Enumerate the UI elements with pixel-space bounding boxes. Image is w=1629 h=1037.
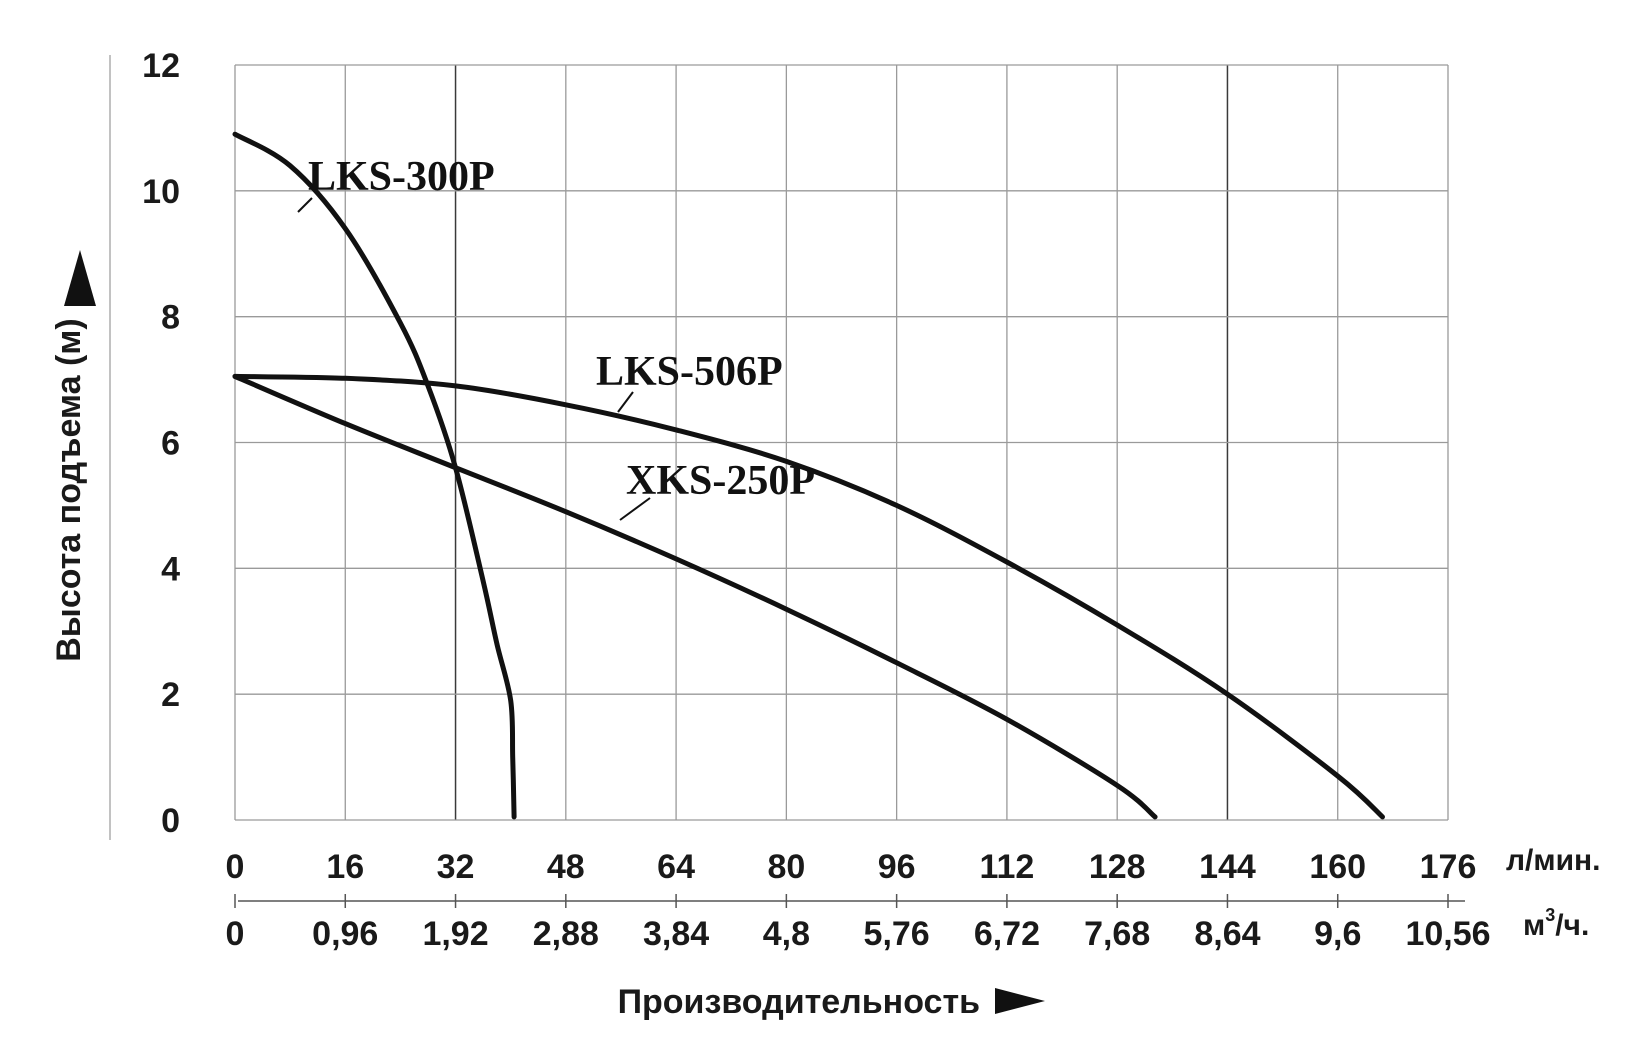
x-tick-label-secondary: 8,64 bbox=[1194, 915, 1260, 953]
series-label-lks-300p: LKS-300P bbox=[308, 154, 495, 200]
y-tick-label: 4 bbox=[161, 550, 180, 588]
x-tick-label-primary: 32 bbox=[437, 848, 475, 886]
x-unit-secondary-base: м bbox=[1523, 909, 1545, 942]
x-tick-label-secondary: 10,56 bbox=[1405, 915, 1490, 953]
series-leader-line bbox=[297, 197, 313, 213]
x-tick-label-primary: 64 bbox=[657, 848, 695, 886]
y-tick-labels: 0 2 4 6 8 10 12 bbox=[142, 47, 180, 840]
y-tick-label: 10 bbox=[142, 173, 180, 211]
x-tick-label-primary: 80 bbox=[767, 848, 805, 886]
series-label-xks-250p: XKS-250P bbox=[626, 458, 815, 504]
x-tick-label-secondary: 9,6 bbox=[1314, 915, 1361, 953]
x-tick-label-secondary: 0 bbox=[226, 915, 245, 953]
series-line-lks-506p bbox=[232, 373, 1385, 820]
series-line-lks-300p bbox=[232, 131, 517, 820]
x-tick-label-primary: 96 bbox=[878, 848, 916, 886]
x-tick-label-secondary: 2,88 bbox=[533, 915, 599, 953]
x-tick-label-secondary: 4,8 bbox=[763, 915, 810, 953]
x-tick-label-primary: 160 bbox=[1309, 848, 1366, 886]
x-tick-label-primary: 176 bbox=[1420, 848, 1477, 886]
y-tick-label: 6 bbox=[161, 425, 180, 463]
x-tick-labels: 0 0 16 0,96 32 1,92 48 2,88 64 3,84 80 4,8 96 5,76 112… bbox=[226, 848, 1491, 953]
x-tick-label-primary: 0 bbox=[226, 848, 245, 886]
series-line-xks-250p bbox=[232, 373, 1158, 820]
curves bbox=[232, 131, 1385, 820]
x-tick-label-secondary: 6,72 bbox=[974, 915, 1040, 953]
x-tick-label-primary: 16 bbox=[326, 848, 364, 886]
y-axis-arrow-icon bbox=[64, 250, 96, 306]
x-tick-label-secondary: 3,84 bbox=[643, 915, 709, 953]
x-tick-label-primary: 112 bbox=[979, 848, 1034, 886]
x-axis-arrow-icon bbox=[995, 988, 1045, 1014]
y-tick-label: 2 bbox=[161, 676, 180, 714]
x-tick-label-secondary: 7,68 bbox=[1084, 915, 1150, 953]
x-tick-label-secondary: 1,92 bbox=[422, 915, 488, 953]
series-label-lks-506p: LKS-506P bbox=[596, 349, 783, 395]
y-tick-label: 12 bbox=[142, 47, 180, 85]
y-axis-title: Высота подъема (м) bbox=[50, 318, 88, 662]
x-tick-label-secondary: 0,96 bbox=[312, 915, 378, 953]
x-tick-label-primary: 144 bbox=[1199, 848, 1256, 886]
series-leader-line bbox=[619, 497, 651, 521]
x-unit-secondary-tail: /ч. bbox=[1555, 909, 1589, 942]
x-tick-label-primary: 128 bbox=[1089, 848, 1146, 886]
y-tick-label: 8 bbox=[161, 299, 180, 337]
grid bbox=[109, 55, 1449, 840]
x-tick-label-primary: 48 bbox=[547, 848, 585, 886]
x-tick-label-secondary: 5,76 bbox=[864, 915, 930, 953]
series-labels: LKS-300P LKS-506P XKS-250P bbox=[297, 154, 815, 521]
x-unit-secondary-sup: 3 bbox=[1545, 905, 1555, 925]
x-unit-secondary: м3/ч. bbox=[1523, 905, 1589, 942]
series-leader-line bbox=[617, 391, 634, 413]
y-tick-label: 0 bbox=[161, 802, 180, 840]
x-unit-primary: л/мин. bbox=[1506, 844, 1600, 877]
x-axis-label: Производительность bbox=[618, 983, 980, 1021]
y-axis-label: Высота подъема (м) bbox=[50, 318, 88, 662]
